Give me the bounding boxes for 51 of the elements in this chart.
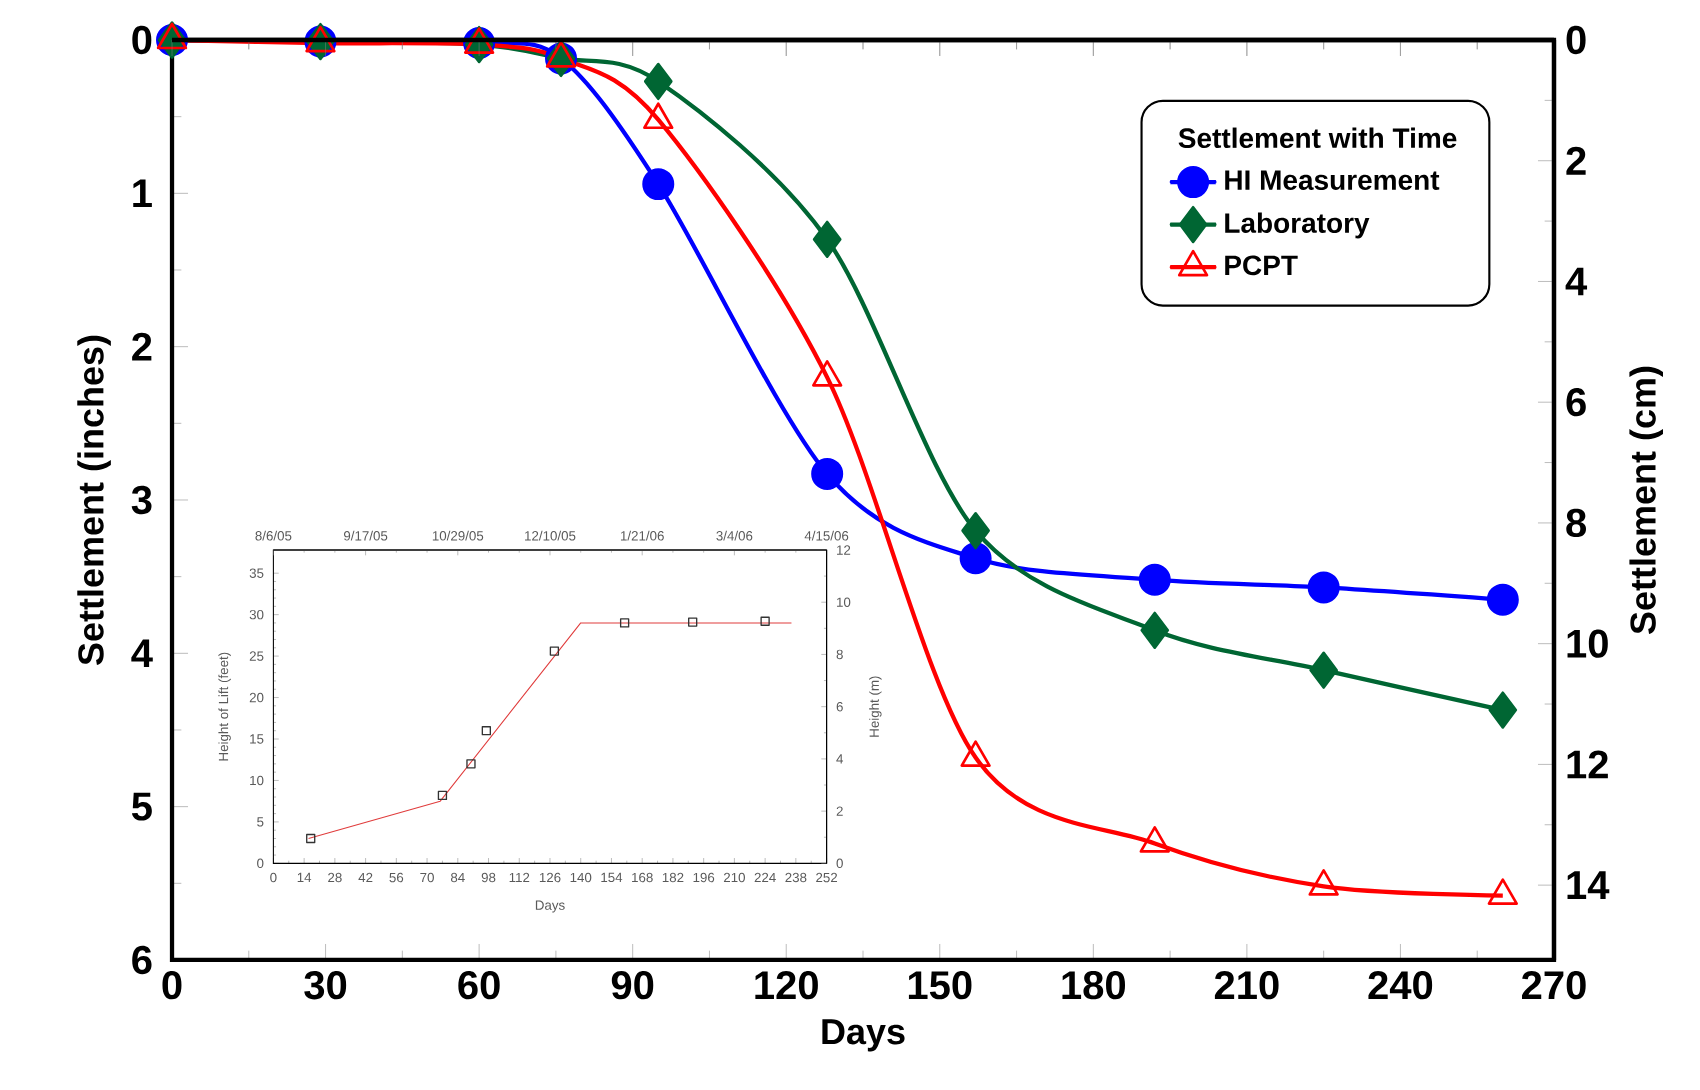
x-axis-title: Days <box>822 1019 905 1052</box>
x-tick-label: 180 <box>1062 971 1126 1000</box>
x-tick-label: 240 <box>1368 971 1433 1000</box>
x-tick-label: 210 <box>1214 971 1279 1000</box>
y2-tick-label: 12 <box>1567 750 1608 779</box>
point <box>1138 563 1171 596</box>
x-tick-label: 90 <box>611 971 654 1000</box>
point <box>760 616 770 626</box>
point <box>481 726 492 736</box>
y2-tick-label: 10 <box>1567 629 1608 658</box>
point <box>437 790 448 801</box>
x-tick-label: 150 <box>908 971 972 1000</box>
legend-label: PCPT <box>1225 255 1298 276</box>
y-tick-label: 1 <box>133 179 152 208</box>
y2-tick-label: 4 <box>1565 267 1588 296</box>
point <box>1486 583 1519 616</box>
x-tick-label: 120 <box>755 971 818 1000</box>
point <box>643 62 673 101</box>
point <box>961 511 990 550</box>
point <box>549 646 560 656</box>
point <box>811 457 844 490</box>
point <box>1488 691 1518 729</box>
y2-tick-label: 2 <box>1566 146 1586 175</box>
point <box>1309 651 1339 689</box>
y-tick-label: 2 <box>132 332 152 361</box>
y-tick-label: 0 <box>132 25 152 55</box>
y2-axis-title: Settlement (cm) <box>1629 366 1663 634</box>
x-tick-label: 30 <box>304 971 347 1000</box>
y-tick-label: 5 <box>131 792 152 821</box>
point <box>959 542 992 575</box>
point <box>619 618 630 628</box>
y-axis-title: Settlement (inches) <box>77 335 111 665</box>
point <box>688 617 698 627</box>
y-tick-label: 6 <box>132 945 152 975</box>
legend-label: Laboratory <box>1225 212 1370 239</box>
point <box>466 759 476 769</box>
x-tick-label: 270 <box>1522 971 1586 1000</box>
y2-tick-label: 6 <box>1566 388 1586 417</box>
y-tick-label: 3 <box>131 485 152 515</box>
point <box>812 220 842 258</box>
y2-tick-label: 8 <box>1566 508 1587 538</box>
x-tick-label: 60 <box>458 971 500 1000</box>
point <box>306 833 316 844</box>
legend-title: Settlement with Time <box>1178 127 1457 149</box>
point <box>642 168 675 201</box>
point <box>1307 571 1340 604</box>
x-tick-label: 0 <box>162 971 182 1000</box>
y2-tick-label: 0 <box>1566 25 1586 55</box>
y-tick-label: 4 <box>131 639 153 668</box>
legend-label: HI Measurement <box>1225 170 1440 191</box>
point <box>1140 611 1170 649</box>
